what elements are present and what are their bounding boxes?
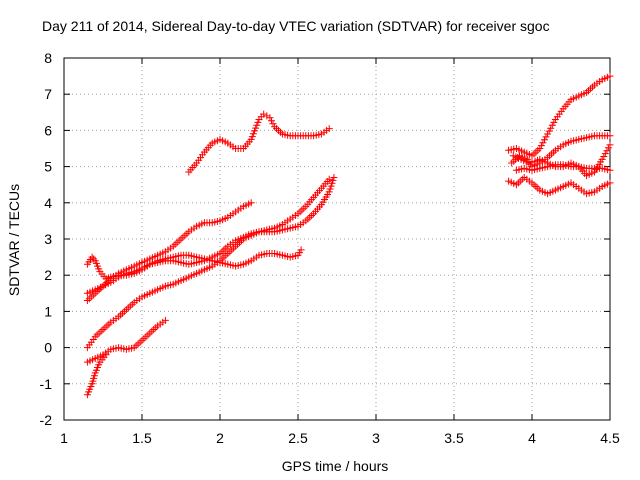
x-tick-label: 1	[60, 430, 68, 446]
grid	[64, 58, 610, 420]
data-point	[548, 121, 556, 129]
data-point	[606, 179, 614, 187]
data-point	[298, 206, 306, 214]
series-1	[83, 316, 169, 366]
series-3	[83, 174, 338, 297]
data-point	[269, 120, 277, 128]
data-point	[537, 142, 545, 150]
series-10	[512, 161, 614, 174]
data-point	[525, 159, 533, 167]
data-point	[326, 185, 334, 193]
data-points	[83, 72, 614, 399]
data-point	[177, 235, 185, 243]
data-point	[539, 139, 547, 147]
data-point	[325, 175, 333, 183]
data-point	[606, 166, 614, 174]
y-axis-label: SDTVAR / TECUs	[6, 184, 22, 296]
data-point	[268, 117, 275, 125]
data-point	[604, 144, 612, 152]
data-point	[260, 110, 268, 118]
x-tick-label: 1.5	[132, 430, 152, 446]
y-tick-label: -2	[40, 412, 53, 428]
data-point	[220, 246, 228, 254]
data-point	[266, 114, 274, 122]
data-point	[528, 158, 536, 166]
data-point	[330, 174, 338, 181]
x-tick-label: 4.5	[600, 430, 620, 446]
data-point	[88, 253, 96, 261]
data-point	[247, 199, 255, 207]
series-11	[505, 174, 614, 198]
data-point	[532, 148, 540, 156]
x-tick-label: 2	[216, 430, 224, 446]
series-6	[185, 110, 333, 176]
y-tick-label: 1	[44, 303, 52, 319]
x-tick-label: 4	[528, 430, 536, 446]
data-point	[545, 127, 553, 135]
data-point	[606, 72, 614, 80]
x-tick-label: 2.5	[288, 430, 308, 446]
data-point	[220, 253, 228, 261]
axes: 1 1.5 2 2.5 3 3.5 4 4.5 -2 -1 0 1 2 3 4 5 6 7 8	[40, 50, 620, 446]
data-point	[99, 326, 107, 333]
data-point	[536, 145, 544, 152]
data-point	[544, 130, 552, 138]
data-point	[532, 183, 540, 190]
data-point	[263, 112, 271, 120]
data-point	[541, 136, 548, 144]
y-tick-label: 5	[44, 159, 52, 175]
y-tick-label: 6	[44, 122, 52, 138]
y-tick-label: 0	[44, 340, 52, 356]
data-point	[606, 141, 614, 149]
data-point	[600, 153, 608, 160]
data-point	[542, 133, 550, 141]
data-point	[254, 118, 262, 126]
data-point	[325, 188, 333, 196]
y-tick-label: 4	[44, 195, 52, 211]
chart-title: Day 211 of 2014, Sidereal Day-to-day VTE…	[42, 18, 550, 34]
data-point	[329, 176, 337, 184]
data-point	[161, 316, 169, 324]
data-point	[328, 179, 336, 187]
data-point	[119, 309, 126, 317]
series-7	[505, 72, 614, 160]
data-point	[83, 297, 91, 304]
data-point	[598, 155, 606, 163]
x-tick-label: 3	[372, 430, 380, 446]
data-point	[606, 132, 614, 140]
y-tick-label: 2	[44, 267, 52, 283]
data-point	[271, 123, 279, 131]
y-tick-label: -1	[40, 376, 53, 392]
data-point	[325, 125, 333, 133]
data-point	[547, 124, 555, 132]
data-point	[297, 246, 305, 254]
data-point	[550, 118, 558, 126]
series-5	[83, 246, 305, 283]
y-tick-label: 3	[44, 231, 52, 247]
data-point	[90, 255, 98, 263]
y-tick-label: 7	[44, 86, 52, 102]
data-point	[601, 150, 609, 158]
data-point	[138, 336, 146, 344]
data-point	[249, 130, 257, 138]
x-tick-label: 3.5	[444, 430, 464, 446]
data-point	[306, 213, 314, 221]
data-point	[603, 147, 611, 155]
series-2	[83, 175, 333, 352]
data-point	[228, 246, 236, 254]
data-point	[252, 124, 260, 132]
y-tick-label: 8	[44, 50, 52, 66]
x-axis-label: GPS time / hours	[282, 458, 389, 474]
plot-frame	[63, 57, 611, 421]
